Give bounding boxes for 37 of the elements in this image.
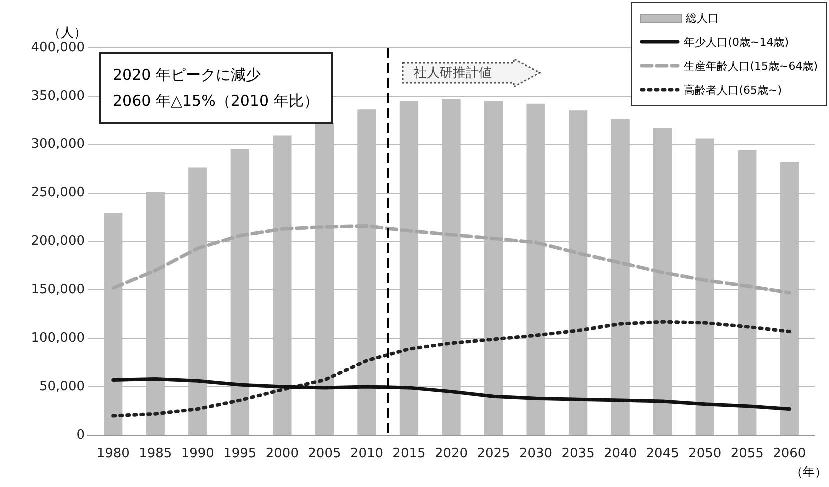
- x-tick-label: 2025: [477, 446, 510, 462]
- x-tick-label: 1980: [96, 446, 130, 462]
- y-tick-label: 50,000: [40, 379, 85, 394]
- line-series: [112, 320, 792, 418]
- y-tick-label: 150,000: [31, 282, 85, 298]
- line-series: [112, 224, 792, 295]
- legend-label: 高齢者人口(65歳~): [684, 82, 782, 98]
- legend-label: 生産年齢人口(15歳~64歳): [684, 58, 818, 74]
- x-axis-title: （年）: [791, 464, 827, 481]
- x-tick-label: 2060: [773, 446, 806, 462]
- y-axis-title: （人）: [48, 25, 87, 42]
- y-tick-label: 350,000: [31, 88, 85, 104]
- x-tick-label: 2045: [646, 446, 680, 462]
- x-tick-label: 2020: [434, 446, 468, 462]
- y-tick-label: 100,000: [31, 330, 85, 346]
- y-tick-label: 300,000: [31, 137, 85, 152]
- x-tick-label: 2035: [562, 446, 595, 462]
- x-tick-label: 1995: [224, 446, 257, 462]
- x-tick-label: 2015: [392, 446, 426, 462]
- x-tick-label: 2030: [519, 446, 553, 462]
- annotation: 2060 年△15%（2010 年比）: [113, 91, 319, 112]
- x-tick-label: 2000: [266, 446, 299, 462]
- x-tick-label: 1990: [181, 446, 214, 462]
- y-tick-label: 400,000: [31, 40, 85, 56]
- y-tick-label: 0: [76, 428, 85, 443]
- y-tick-label: 200,000: [31, 234, 85, 250]
- x-tick-label: 2050: [688, 446, 722, 462]
- annotation: 2020 年ピークに減少: [113, 65, 262, 86]
- x-tick-label: 1985: [139, 446, 172, 462]
- y-tick-label: 250,000: [31, 186, 85, 201]
- legend-label: 総人口: [686, 10, 720, 26]
- legend-label: 年少人口(0歳~14歳): [684, 34, 789, 50]
- x-tick-label: 2010: [350, 446, 384, 462]
- annotation: 社人研推計値: [414, 65, 492, 82]
- x-tick-label: 2005: [308, 446, 342, 462]
- x-tick-label: 2040: [604, 446, 638, 462]
- x-tick-label: 2055: [730, 446, 764, 462]
